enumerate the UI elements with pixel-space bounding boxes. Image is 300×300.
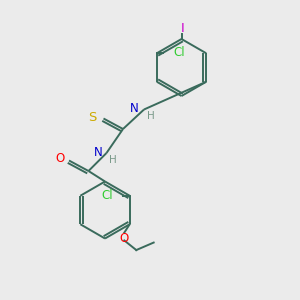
Text: O: O	[119, 232, 128, 244]
Text: S: S	[88, 111, 97, 124]
Text: H: H	[147, 111, 154, 121]
Text: Cl: Cl	[173, 46, 184, 59]
Text: N: N	[130, 102, 139, 116]
Text: I: I	[181, 22, 184, 35]
Text: H: H	[109, 154, 117, 165]
Text: Cl: Cl	[102, 189, 113, 202]
Text: N: N	[94, 146, 103, 159]
Text: O: O	[55, 152, 64, 166]
